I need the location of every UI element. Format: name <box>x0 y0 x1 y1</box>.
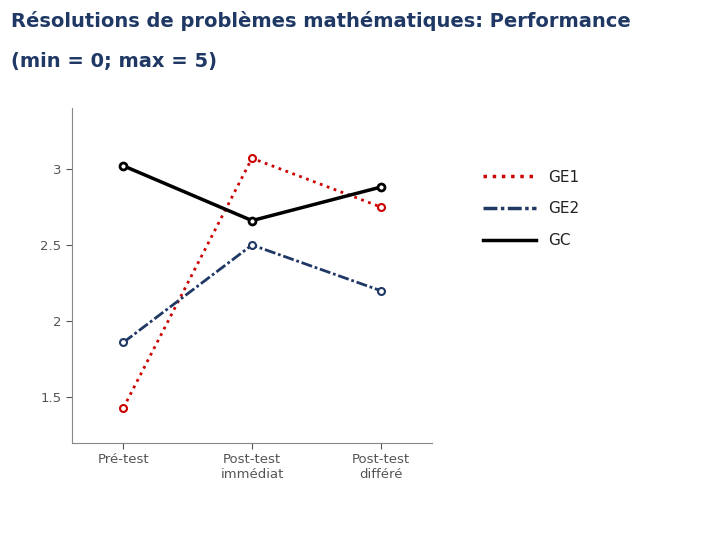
Text: 27: 27 <box>693 518 709 532</box>
Legend: GE1, GE2, GC: GE1, GE2, GC <box>483 170 580 248</box>
Text: (min = 0; max = 5): (min = 0; max = 5) <box>11 52 217 71</box>
Text: 26 sept 2008: 26 sept 2008 <box>11 518 94 532</box>
Text: Résolutions de problèmes mathématiques: Performance: Résolutions de problèmes mathématiques: … <box>11 11 631 31</box>
